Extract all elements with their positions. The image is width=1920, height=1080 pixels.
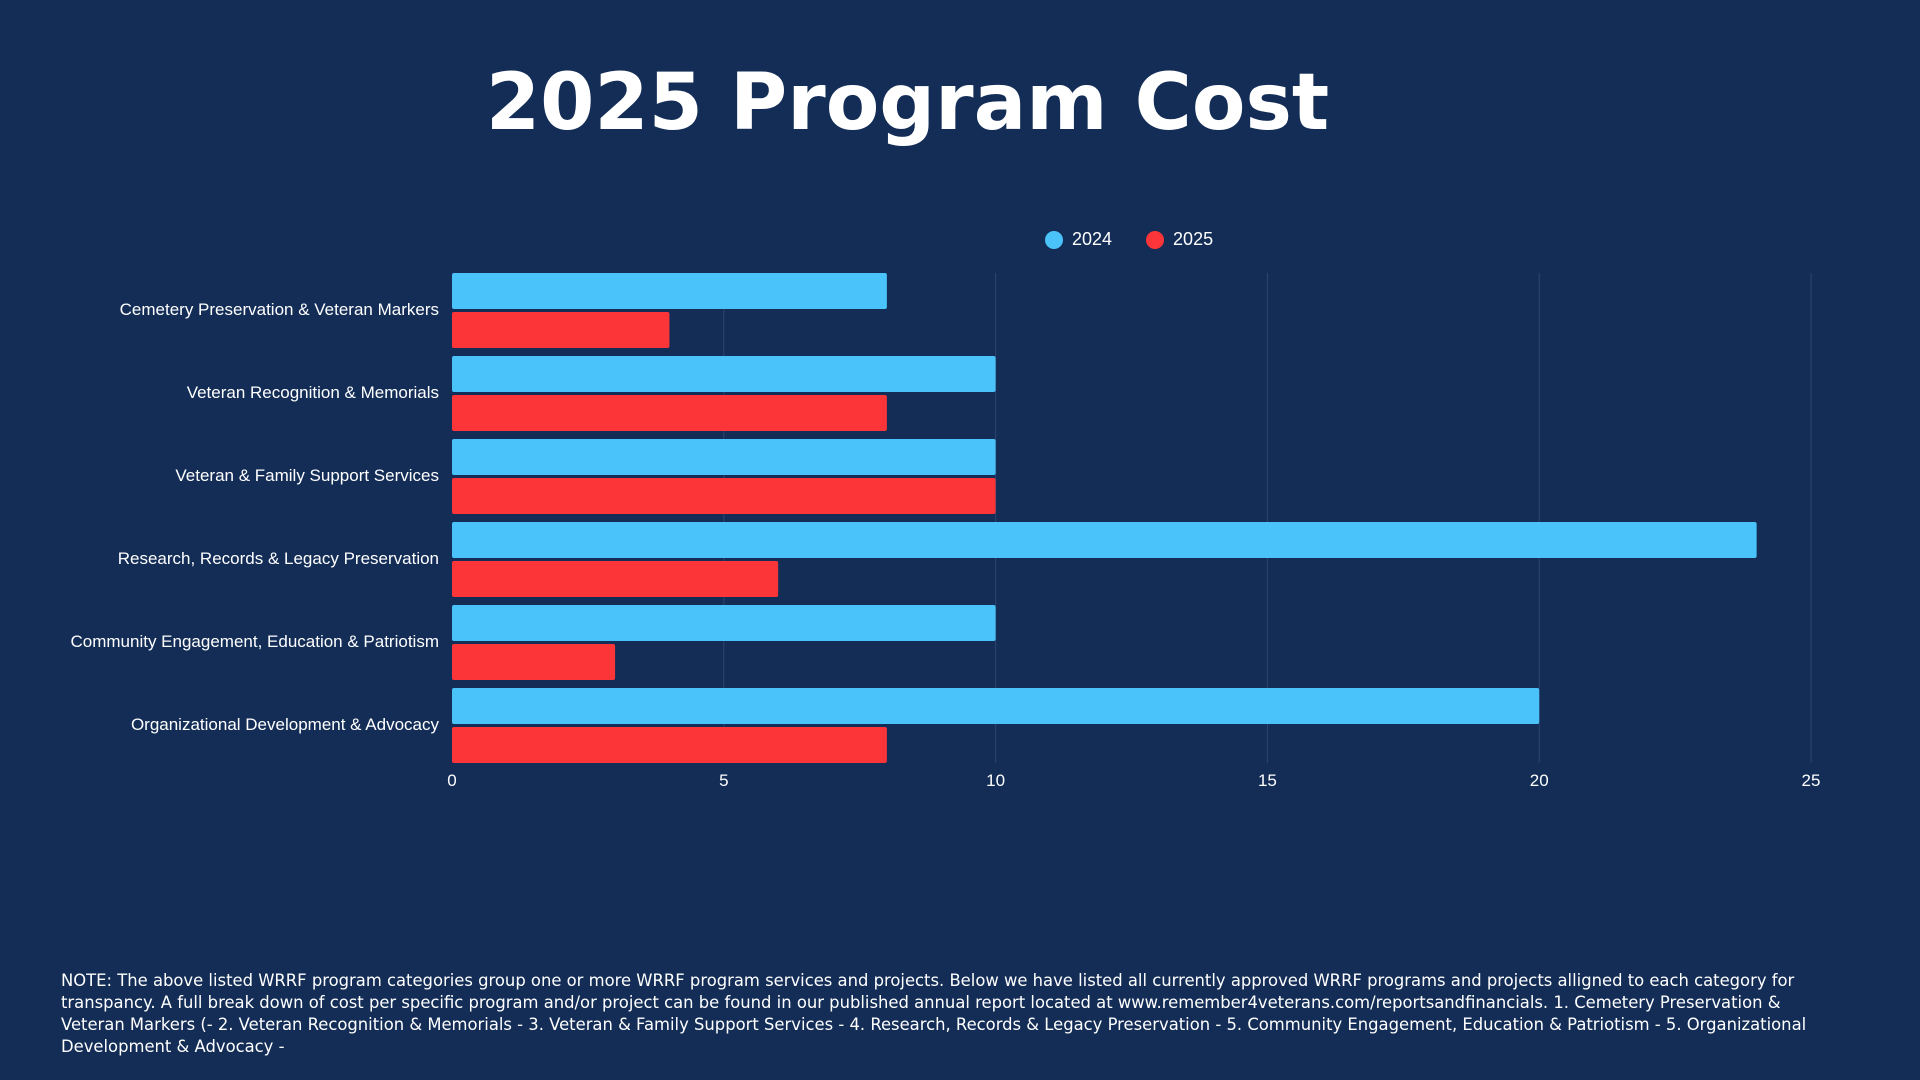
legend-label-2024: 2024 (1072, 229, 1113, 249)
legend-swatch-2024 (1045, 230, 1063, 249)
legend-item-2025: 2025 (1146, 229, 1213, 250)
bar-2025 (452, 644, 616, 680)
category-label: Veteran Recognition & Memorials (187, 383, 439, 402)
category-label: Organizational Development & Advocacy (131, 715, 440, 734)
bar-2024 (452, 605, 996, 641)
legend-label-2025: 2025 (1173, 229, 1214, 249)
x-tick-label: 0 (447, 771, 456, 790)
chart-legend: 2024 2025 (1045, 229, 1213, 250)
category-label: Veteran & Family Support Services (175, 466, 439, 485)
x-tick-label: 15 (1258, 771, 1277, 790)
bar-2024 (452, 439, 996, 475)
bar-2024 (452, 356, 996, 392)
bar-2025 (452, 561, 779, 597)
bar-2025 (452, 312, 670, 348)
category-label: Research, Records & Legacy Preservation (118, 549, 439, 568)
x-tick-label: 25 (1802, 771, 1821, 790)
bar-2025 (452, 395, 887, 431)
x-tick-label: 20 (1530, 771, 1549, 790)
bar-2025 (452, 478, 996, 514)
category-label: Community Engagement, Education & Patrio… (70, 632, 439, 651)
bar-2024 (452, 273, 887, 309)
x-tick-label: 10 (986, 771, 1005, 790)
bar-chart: 0 5 10 15 20 25 Cemetery Preservation & Vetera… (70, 273, 1821, 790)
bar-2024 (452, 522, 1757, 558)
category-label: Cemetery Preservation & Veteran Markers (120, 300, 439, 319)
legend-swatch-2025 (1146, 230, 1165, 249)
x-tick-label: 5 (719, 771, 728, 790)
footnote: NOTE: The above listed WRRF program cate… (61, 971, 1807, 1056)
legend-item-2024: 2024 (1045, 229, 1112, 250)
bar-2024 (452, 688, 1540, 724)
bar-2025 (452, 727, 887, 763)
chart-title: 2025 Program Cost (485, 58, 1330, 148)
